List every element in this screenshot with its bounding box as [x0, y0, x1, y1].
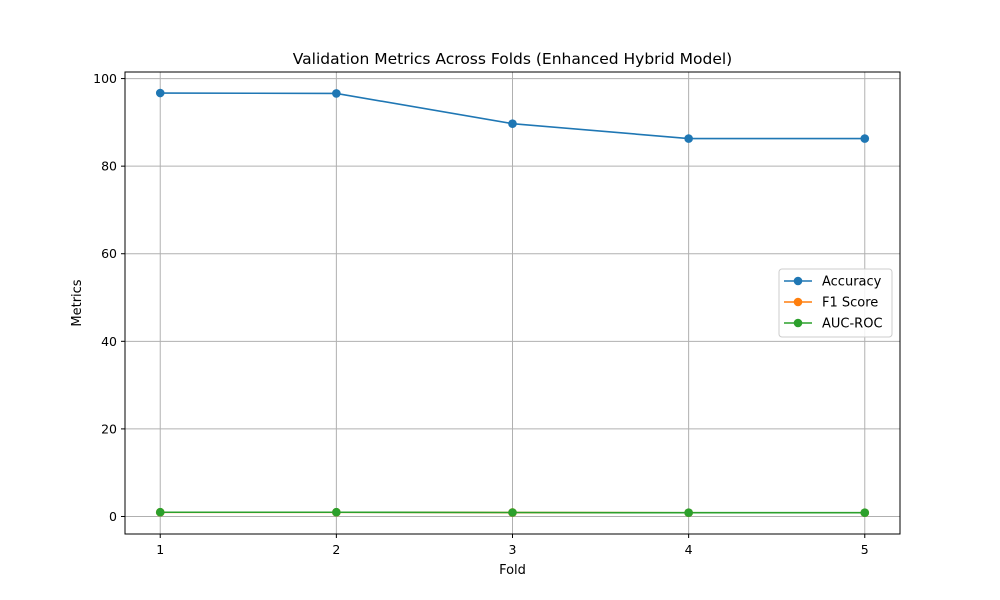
series-auc-roc — [155, 507, 870, 518]
plot-frame — [124, 71, 901, 535]
legend: Accuracy F1 Score AUC-ROC — [778, 268, 893, 338]
legend-box — [778, 268, 893, 338]
accuracy-point — [684, 134, 693, 143]
auc-roc-point — [508, 508, 517, 517]
x-axis-label: Fold — [499, 563, 526, 578]
y-tick-label: 100 — [93, 71, 117, 86]
auc-roc-point — [155, 507, 165, 517]
y-tick-label: 40 — [101, 334, 117, 349]
legend-label: F1 Score — [822, 296, 878, 311]
x-tick-label: 3 — [509, 542, 517, 557]
x-tick-label: 1 — [156, 542, 164, 557]
x-tick-label: 4 — [685, 542, 693, 557]
auc-roc-point — [684, 508, 693, 518]
y-axis-label: Metrics — [70, 279, 85, 326]
accuracy-point — [155, 88, 165, 98]
accuracy-point — [508, 119, 517, 128]
y-tick-label: 0 — [109, 509, 117, 524]
chart-title: Validation Metrics Across Folds (Enhance… — [293, 50, 732, 68]
auc-roc-point — [860, 508, 870, 518]
legend-item: Accuracy — [784, 275, 882, 290]
legend-marker — [793, 276, 803, 286]
legend-marker — [793, 318, 803, 328]
legend-marker — [793, 297, 803, 307]
axis-ticks: 1 2 3 4 5 0 20 40 60 80 100 — [93, 71, 869, 557]
y-tick-label: 20 — [101, 421, 117, 436]
legend-label: Accuracy — [822, 275, 882, 290]
x-tick-label: 5 — [861, 542, 869, 557]
legend-item: F1 Score — [784, 296, 878, 311]
x-tick-label: 2 — [332, 542, 340, 557]
y-tick-label: 60 — [101, 246, 117, 261]
series-layer — [155, 88, 870, 518]
accuracy-point — [860, 134, 870, 143]
series-accuracy — [155, 88, 870, 143]
legend-item: AUC-ROC — [784, 317, 883, 332]
accuracy-point — [332, 89, 341, 98]
y-tick-label: 80 — [101, 159, 117, 174]
legend-label: AUC-ROC — [822, 317, 883, 332]
auc-roc-point — [332, 507, 341, 517]
